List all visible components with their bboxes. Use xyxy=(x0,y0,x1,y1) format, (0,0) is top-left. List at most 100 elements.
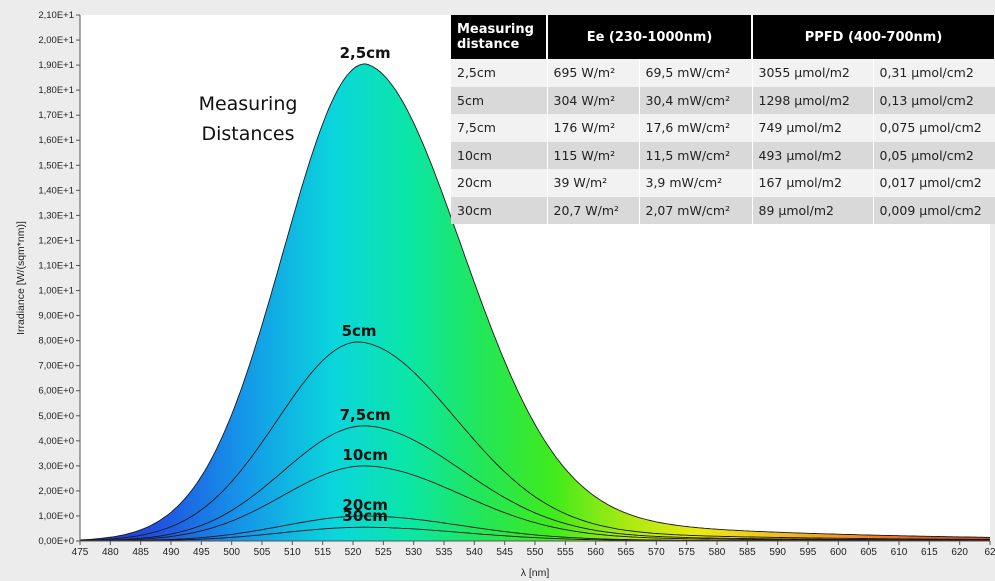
table-cell: 30cm xyxy=(451,196,548,224)
series-line xyxy=(80,465,990,542)
x-axis-title: λ [nm] xyxy=(521,567,550,579)
y-tick-label: 8,00E+0 xyxy=(38,336,74,347)
x-tick-label: 610 xyxy=(891,547,908,558)
annotation-line-2: Distances xyxy=(202,123,295,145)
y-tick-label: 1,80E+1 xyxy=(38,85,74,96)
series-label: 10cm xyxy=(342,446,387,464)
series-line xyxy=(79,341,990,541)
table-cell: 167 µmol/m2 xyxy=(752,169,874,197)
x-tick-label: 490 xyxy=(163,547,180,558)
table-cell: 493 µmol/m2 xyxy=(752,141,874,169)
x-tick-label: 620 xyxy=(951,547,968,558)
table-cell: 176 W/m² xyxy=(547,114,640,142)
x-tick-label: 510 xyxy=(284,547,301,558)
x-tick-label: 515 xyxy=(314,547,331,558)
table-cell: 0,13 µmol/cm2 xyxy=(873,86,995,114)
x-tick-label: 580 xyxy=(709,547,726,558)
y-tick-label: 1,40E+1 xyxy=(38,185,74,196)
y-tick-label: 1,60E+1 xyxy=(38,135,74,146)
header-ppfd: PPFD (400-700nm) xyxy=(752,15,995,59)
x-tick-label: 595 xyxy=(800,547,817,558)
table-row: 2,5cm 695 W/m² 69,5 mW/cm² 3055 µmol/m2 … xyxy=(451,59,995,87)
table-cell: 30,4 mW/cm² xyxy=(639,86,753,114)
x-tick-label: 585 xyxy=(739,547,756,558)
y-tick-label: 1,30E+1 xyxy=(38,210,74,221)
x-tick-label: 505 xyxy=(254,547,271,558)
y-tick-label: 1,70E+1 xyxy=(38,110,74,121)
table-cell: 304 W/m² xyxy=(547,86,640,114)
table-cell: 0,017 µmol/cm2 xyxy=(873,169,995,197)
table-cell: 39 W/m² xyxy=(547,169,640,197)
series-label: 5cm xyxy=(342,322,377,340)
table-row: 7,5cm 176 W/m² 17,6 mW/cm² 749 µmol/m2 0… xyxy=(451,114,995,142)
table-cell: 3055 µmol/m2 xyxy=(752,59,874,87)
table-cell: 0,075 µmol/cm2 xyxy=(873,114,995,142)
x-tick-label: 565 xyxy=(618,547,635,558)
x-tick-label: 555 xyxy=(557,547,574,558)
table-cell: 0,05 µmol/cm2 xyxy=(873,141,995,169)
x-tick-label: 520 xyxy=(345,547,362,558)
y-tick-label: 2,00E+1 xyxy=(38,35,74,46)
table-cell: 2,5cm xyxy=(451,59,548,87)
x-tick-label: 525 xyxy=(375,547,392,558)
table-row: 20cm 39 W/m² 3,9 mW/cm² 167 µmol/m2 0,01… xyxy=(451,169,995,197)
table-cell: 0,31 µmol/cm2 xyxy=(873,59,995,87)
x-tick-label: 570 xyxy=(648,547,665,558)
y-tick-label: 0,00E+0 xyxy=(38,536,74,547)
x-tick-label: 500 xyxy=(223,547,240,558)
table-cell: 20,7 W/m² xyxy=(547,196,640,224)
series-label: 2,5cm xyxy=(340,44,391,62)
table-header-row: Measuring distance Ee (230-1000nm) PPFD … xyxy=(451,15,995,59)
y-tick-label: 2,00E+0 xyxy=(38,486,74,497)
series-line xyxy=(79,63,991,541)
y-tick-label: 1,50E+1 xyxy=(38,160,74,171)
table-cell: 0,009 µmol/cm2 xyxy=(873,196,995,224)
y-tick-label: 1,00E+0 xyxy=(38,511,74,522)
table-row: 5cm 304 W/m² 30,4 mW/cm² 1298 µmol/m2 0,… xyxy=(451,86,995,114)
annotation-line-1: Measuring xyxy=(199,93,298,115)
table-cell: 2,07 mW/cm² xyxy=(639,196,753,224)
table-cell: 17,6 mW/cm² xyxy=(639,114,753,142)
table-cell: 20cm xyxy=(451,169,548,197)
x-tick-label: 485 xyxy=(132,547,149,558)
series-label: 7,5cm xyxy=(340,406,391,424)
table-cell: 89 µmol/m2 xyxy=(752,196,874,224)
x-tick-label: 62 xyxy=(984,547,995,558)
series-line xyxy=(80,425,990,542)
x-tick-label: 480 xyxy=(102,547,119,558)
y-tick-label: 4,00E+0 xyxy=(38,436,74,447)
table-cell: 749 µmol/m2 xyxy=(752,114,874,142)
x-tick-label: 475 xyxy=(72,547,89,558)
x-tick-label: 560 xyxy=(587,547,604,558)
y-tick-label: 1,20E+1 xyxy=(38,235,74,246)
table-cell: 695 W/m² xyxy=(547,59,640,87)
table-row: 10cm 115 W/m² 11,5 mW/cm² 493 µmol/m2 0,… xyxy=(451,141,995,169)
x-tick-label: 540 xyxy=(466,547,483,558)
table-cell: 11,5 mW/cm² xyxy=(639,141,753,169)
table-cell: 115 W/m² xyxy=(547,141,640,169)
y-tick-label: 2,10E+1 xyxy=(38,10,74,21)
y-tick-label: 1,90E+1 xyxy=(38,60,74,71)
table-cell: 1298 µmol/m2 xyxy=(752,86,874,114)
table-row: 30cm 20,7 W/m² 2,07 mW/cm² 89 µmol/m2 0,… xyxy=(451,196,995,224)
y-tick-label: 7,00E+0 xyxy=(38,361,74,372)
y-axis-title: Irradiance [W/(sqm*nm)] xyxy=(15,221,27,335)
x-tick-label: 600 xyxy=(830,547,847,558)
table-cell: 3,9 mW/cm² xyxy=(639,169,753,197)
x-tick-label: 575 xyxy=(678,547,695,558)
x-tick-label: 495 xyxy=(193,547,210,558)
table-cell: 7,5cm xyxy=(451,114,548,142)
x-tick-label: 535 xyxy=(436,547,453,558)
y-tick-label: 1,00E+1 xyxy=(38,286,74,297)
y-tick-label: 6,00E+0 xyxy=(38,386,74,397)
measurement-table: Measuring distance Ee (230-1000nm) PPFD … xyxy=(451,15,995,224)
x-tick-label: 590 xyxy=(769,547,786,558)
y-tick-label: 5,00E+0 xyxy=(38,411,74,422)
x-tick-label: 530 xyxy=(405,547,422,558)
spectrum-fill xyxy=(80,63,990,542)
series-label: 20cm xyxy=(342,496,387,514)
y-tick-label: 3,00E+0 xyxy=(38,461,74,472)
table-cell: 69,5 mW/cm² xyxy=(639,59,753,87)
table-cell: 10cm xyxy=(451,141,548,169)
y-tick-label: 9,00E+0 xyxy=(38,311,74,322)
